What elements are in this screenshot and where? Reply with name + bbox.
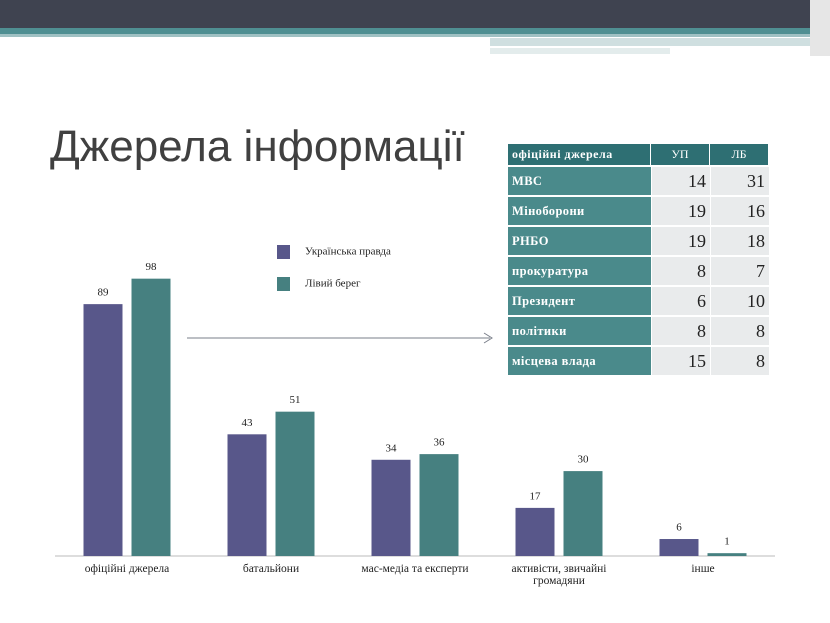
top-stripe xyxy=(0,34,810,37)
arrow-head xyxy=(483,332,493,344)
slide-title: Джерела інформації xyxy=(50,122,465,171)
table-row: РНБО 19 18 xyxy=(508,227,769,255)
value-cell: 6 xyxy=(651,287,710,315)
value-cell: 8 xyxy=(651,317,710,345)
data-label: 89 xyxy=(98,287,110,299)
bar xyxy=(83,304,123,556)
legend-label: Українська правда xyxy=(305,246,391,258)
top-stripe xyxy=(490,48,670,54)
value-cell: 8 xyxy=(710,317,769,345)
label-cell: РНБО xyxy=(508,227,651,255)
value-cell: 18 xyxy=(710,227,769,255)
label-cell: МВС xyxy=(508,167,651,195)
bar xyxy=(659,539,699,556)
x-tick-label: мас-медіа та експерти xyxy=(361,563,469,575)
table-row: місцева влада 15 8 xyxy=(508,347,769,375)
top-stripe xyxy=(490,38,810,46)
table: офіційні джерела УП ЛБ МВС 14 31 Міноборони 19 1… xyxy=(508,142,769,377)
table-row: політики 8 8 xyxy=(508,317,769,345)
x-tick-label: інше xyxy=(691,563,715,575)
table-row: МВС 14 31 xyxy=(508,167,769,195)
table-row: Міноборони 19 16 xyxy=(508,197,769,225)
data-label: 36 xyxy=(434,437,446,449)
value-cell: 10 xyxy=(710,287,769,315)
label-cell: Президент xyxy=(508,287,651,315)
bar xyxy=(227,434,267,556)
bar xyxy=(419,454,459,556)
bar xyxy=(131,278,171,556)
value-cell: 31 xyxy=(710,167,769,195)
table-row: Президент 6 10 xyxy=(508,287,769,315)
data-label: 1 xyxy=(724,536,730,548)
value-cell: 19 xyxy=(651,197,710,225)
value-cell: 14 xyxy=(651,167,710,195)
label-cell: прокуратура xyxy=(508,257,651,285)
value-cell: 8 xyxy=(710,347,769,375)
value-cell: 7 xyxy=(710,257,769,285)
header-cell: офіційні джерела xyxy=(508,144,651,165)
value-cell: 8 xyxy=(651,257,710,285)
corner xyxy=(810,0,830,56)
label-cell: Міноборони xyxy=(508,197,651,225)
bar xyxy=(515,507,555,556)
value-cell: 15 xyxy=(651,347,710,375)
legend-swatch xyxy=(277,245,290,259)
data-label: 6 xyxy=(676,522,682,534)
bar xyxy=(371,459,411,556)
bar xyxy=(275,411,315,556)
data-label: 98 xyxy=(146,261,158,273)
legend-label: Лівий берег xyxy=(305,278,361,290)
legend-swatch xyxy=(277,277,290,291)
label-cell: політики xyxy=(508,317,651,345)
label-cell: місцева влада xyxy=(508,347,651,375)
table-row: прокуратура 8 7 xyxy=(508,257,769,285)
data-label: 51 xyxy=(290,394,301,406)
data-label: 30 xyxy=(578,454,590,466)
table-header: офіційні джерела УП ЛБ xyxy=(508,144,769,165)
data-label: 34 xyxy=(386,442,398,454)
top-stripe xyxy=(0,28,810,34)
x-tick-label: батальйони xyxy=(242,563,300,575)
top-band xyxy=(0,0,810,28)
value-cell: 19 xyxy=(651,227,710,255)
header-cell: ЛБ xyxy=(710,144,769,165)
bar xyxy=(707,553,747,556)
value-cell: 16 xyxy=(710,197,769,225)
data-label: 17 xyxy=(530,490,542,502)
x-tick-label: активісти, звичайні громадяни xyxy=(511,563,607,587)
header-cell: УП xyxy=(651,144,710,165)
bar xyxy=(563,471,603,556)
x-tick-label: офіційні джерела xyxy=(84,563,170,575)
data-label: 43 xyxy=(242,417,254,429)
